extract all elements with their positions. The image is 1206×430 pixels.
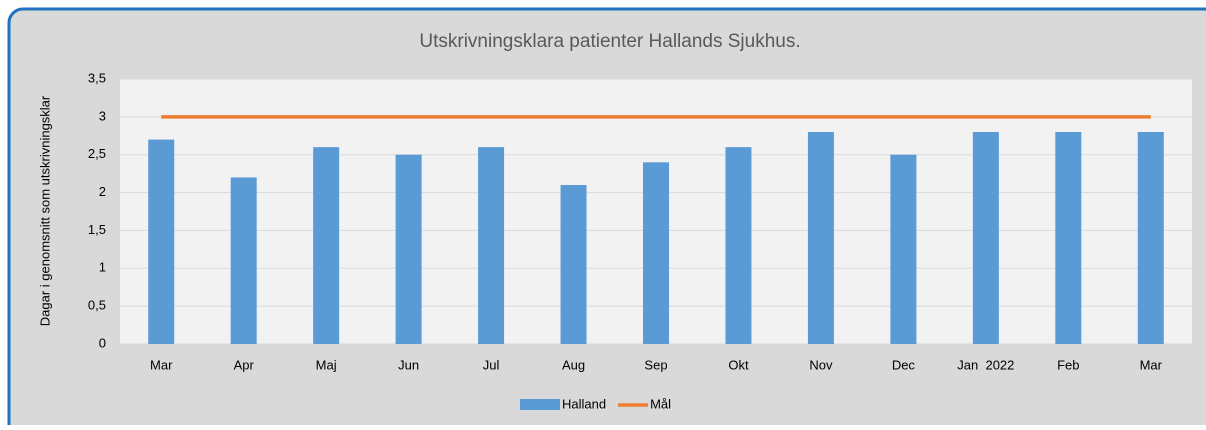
x-tick-label: Dec	[892, 357, 916, 372]
x-tick-label: Sep	[644, 357, 667, 372]
y-tick-label: 0,5	[88, 298, 106, 313]
y-tick-label: 3,5	[88, 70, 106, 85]
y-tick-label: 0	[99, 335, 106, 350]
bar	[1055, 132, 1082, 344]
legend-label: Mål	[650, 396, 671, 411]
x-tick-label: Maj	[316, 357, 337, 372]
bar	[972, 132, 999, 344]
x-tick-label: Apr	[234, 357, 255, 372]
bar	[560, 185, 587, 344]
bar	[807, 132, 834, 344]
bar	[230, 177, 257, 344]
x-tick-label: Feb	[1057, 357, 1079, 372]
bar	[478, 147, 505, 344]
bar	[725, 147, 752, 344]
y-tick-label: 2,5	[88, 146, 106, 161]
bar	[395, 154, 422, 344]
x-tick-label: Aug	[562, 357, 585, 372]
y-tick-label: 1	[99, 260, 106, 275]
chart-title: Utskrivningsklara patienter Hallands Sju…	[419, 31, 800, 52]
legend-swatch	[520, 399, 560, 410]
x-tick-label: Okt	[728, 357, 749, 372]
bar	[643, 162, 669, 344]
legend-label: Halland	[562, 396, 606, 411]
y-axis-label: Dagar i genomsnitt som utskrivningsklar	[37, 95, 52, 326]
x-tick-label: Mar	[1140, 357, 1163, 372]
bar	[890, 154, 917, 344]
y-tick-label: 1,5	[88, 222, 106, 237]
x-tick-label: Jan 2022	[957, 357, 1014, 372]
x-tick-label: Nov	[809, 357, 833, 372]
x-tick-label: Jul	[483, 357, 500, 372]
x-tick-label: Mar	[150, 357, 173, 372]
bar	[148, 139, 175, 344]
y-tick-label: 3	[99, 108, 106, 123]
bar	[313, 147, 340, 344]
x-tick-label: Jun	[398, 357, 419, 372]
y-tick-label: 2	[99, 184, 106, 199]
bar	[1137, 132, 1164, 344]
